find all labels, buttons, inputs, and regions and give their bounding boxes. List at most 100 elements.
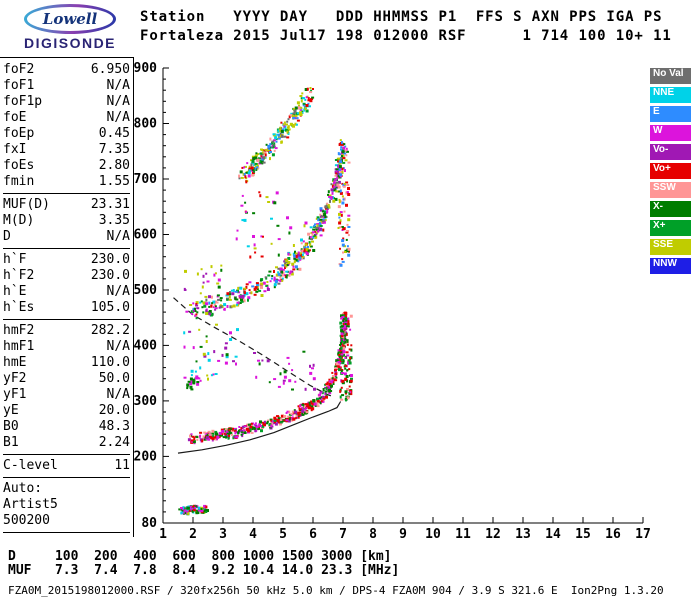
param-row-foe: foE N/A — [3, 110, 130, 126]
param-label: B1 — [3, 435, 19, 450]
param-label: h`F2 — [3, 268, 35, 283]
status-bar: FZA0M_2015198012000.RSF / 320fx256h 50 k… — [8, 584, 664, 597]
legend-item-x+: X+ — [650, 220, 691, 236]
station-header: Station YYYY DAY DDD HHMMSS P1 FFS S AXN… — [140, 8, 672, 46]
legend-item-noval: No Val — [650, 68, 691, 84]
param-separator — [3, 248, 130, 249]
trace-Es-layer — [178, 504, 209, 516]
param-label: foE — [3, 110, 27, 125]
param-value: 50.0 — [98, 371, 130, 386]
param-label: D — [3, 229, 11, 244]
param-value: N/A — [106, 284, 130, 299]
param-value: N/A — [106, 229, 130, 244]
param-row-hf2: h`F2 230.0 — [3, 268, 130, 284]
y-tick-600: 600 — [134, 228, 158, 243]
param-row-ye: yE 20.0 — [3, 403, 130, 419]
true-height-profile — [177, 401, 342, 454]
x-tick-3: 3 — [219, 527, 227, 542]
param-row-fof1p: foF1p N/A — [3, 94, 130, 110]
trace-F-trace-2nd-hop — [190, 139, 347, 320]
param-label: yF1 — [3, 387, 27, 402]
legend-item-vo+: Vo+ — [650, 163, 691, 179]
param-row-fof1: foF1 N/A — [3, 78, 130, 94]
trace-scatter-above-2nd — [183, 264, 223, 302]
param-label: fxI — [3, 142, 27, 157]
x-tick-1: 1 — [159, 527, 167, 542]
legend-item-sse: SSE — [650, 239, 691, 255]
x-tick-16: 16 — [605, 527, 621, 542]
y-tick-200: 200 — [134, 449, 158, 464]
param-row-foes: foEs 2.80 — [3, 158, 130, 174]
trace-scatter-below-dashed — [253, 350, 316, 391]
y-tick-80: 80 — [141, 516, 157, 531]
param-label: h`E — [3, 284, 27, 299]
param-value: 1.55 — [98, 174, 130, 189]
param-row-foep: foEp 0.45 — [3, 126, 130, 142]
param-row-b0: B0 48.3 — [3, 419, 130, 435]
param-row-hmf2: hmF2 282.2 — [3, 323, 130, 339]
axes — [162, 67, 644, 524]
legend-item-vo-: Vo- — [650, 144, 691, 160]
legend-item-nne: NNE — [650, 87, 691, 103]
doppler-direction-legend: No Val NNE E W Vo- Vo+ SSW X- X+ SSE NNW — [650, 68, 691, 277]
x-tick-4: 4 — [249, 527, 257, 542]
y-tick-400: 400 — [134, 338, 158, 353]
param-label: C-level — [3, 458, 58, 473]
param-value: 230.0 — [90, 268, 130, 283]
param-label: MUF(D) — [3, 197, 50, 212]
trace-F-trace-3rd-hop — [238, 87, 315, 184]
param-label: foF2 — [3, 62, 35, 77]
x-tick-15: 15 — [575, 527, 591, 542]
legend-item-e: E — [650, 106, 691, 122]
x-tick-10: 10 — [425, 527, 441, 542]
param-row-auto: Auto: — [3, 481, 130, 497]
panel-divider-horizontal — [0, 57, 133, 58]
param-value: 23.31 — [90, 197, 130, 212]
y-tick-900: 900 — [134, 61, 158, 76]
param-label: Auto: — [3, 481, 43, 496]
param-value: 105.0 — [90, 300, 130, 315]
x-tick-2: 2 — [189, 527, 197, 542]
param-separator — [3, 319, 130, 320]
param-label: h`Es — [3, 300, 35, 315]
param-label: hmF1 — [3, 339, 35, 354]
distance-row: D 100 200 400 600 800 1000 1500 3000 [km… — [8, 549, 392, 564]
y-tick-300: 300 — [134, 394, 158, 409]
legend-item-ssw: SSW — [650, 182, 691, 198]
x-tick-12: 12 — [485, 527, 501, 542]
x-tick-6: 6 — [309, 527, 317, 542]
param-row-artist5: Artist5 — [3, 497, 130, 513]
logo-lowell-text: Lowell — [26, 7, 114, 31]
param-row-hmf1: hmF1 N/A — [3, 339, 130, 355]
param-label: M(D) — [3, 213, 35, 228]
y-tick-700: 700 — [134, 172, 158, 187]
overlay-curves — [173, 297, 342, 454]
param-label: Artist5 — [3, 497, 58, 512]
param-label: yF2 — [3, 371, 27, 386]
param-row-b1: B1 2.24 — [3, 435, 130, 451]
param-value: N/A — [106, 387, 130, 402]
param-value: 3.35 — [98, 213, 130, 228]
legend-item-x-: X- — [650, 201, 691, 217]
param-value: 7.35 — [98, 142, 130, 157]
header-line-2: Fortaleza 2015 Jul17 198 012000 RSF 1 71… — [140, 28, 672, 44]
param-value: N/A — [106, 94, 130, 109]
param-row-mufd: MUF(D) 23.31 — [3, 197, 130, 213]
param-value: 2.24 — [98, 435, 130, 450]
trace-F-asymptote-spread — [339, 311, 353, 402]
param-value: 48.3 — [98, 419, 130, 434]
y-tick-500: 500 — [134, 283, 158, 298]
x-tick-8: 8 — [369, 527, 377, 542]
param-label: yE — [3, 403, 19, 418]
param-value: 6.950 — [90, 62, 130, 77]
trace-scatter-mid-upper — [235, 191, 313, 259]
param-row-hme: hmE 110.0 — [3, 355, 130, 371]
x-tick-17: 17 — [635, 527, 651, 542]
param-label: foEs — [3, 158, 35, 173]
param-value: 0.45 — [98, 126, 130, 141]
param-row-yf1: yF1 N/A — [3, 387, 130, 403]
param-separator — [3, 454, 130, 455]
param-row-d: D N/A — [3, 229, 130, 245]
param-label: hmE — [3, 355, 27, 370]
param-label: foEp — [3, 126, 35, 141]
